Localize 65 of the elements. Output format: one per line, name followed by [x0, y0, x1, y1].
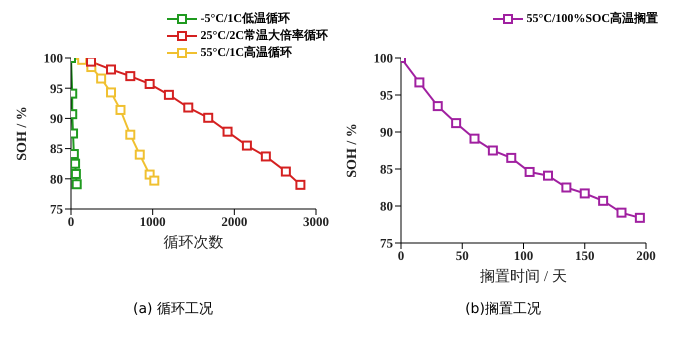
x-axis-title: 循环次数: [164, 235, 224, 251]
y-tick-label: 85: [50, 141, 64, 156]
point: [280, 166, 291, 177]
point: [125, 130, 136, 140]
point: [203, 112, 214, 123]
y-tick-label: 90: [380, 124, 393, 140]
legend-label: 25°C/2C常温大倍率循环: [200, 27, 328, 44]
point: [96, 74, 106, 84]
point: [451, 118, 462, 128]
point: [524, 166, 535, 177]
point: [616, 208, 626, 218]
y-tick-label: 100: [44, 50, 63, 66]
text: (a) 循环工况: [132, 300, 214, 318]
y-tick-label: 75: [380, 236, 394, 251]
y-tick-label: 85: [380, 162, 394, 177]
y-tick-label: 75: [50, 202, 64, 217]
x-tick-label: 3000: [303, 214, 329, 230]
point: [260, 151, 271, 162]
point: [71, 149, 79, 160]
y-tick-label: 95: [380, 88, 394, 103]
y-tick-label: 80: [50, 171, 63, 186]
point: [506, 152, 516, 163]
x-axis-title: 搁置时间 / 天: [480, 268, 567, 285]
point: [71, 158, 80, 169]
x-tick-label: 150: [575, 248, 594, 264]
x-tick-label: 0: [398, 248, 404, 264]
text: (b)搁置工况: [464, 300, 542, 318]
point: [86, 58, 96, 67]
point: [71, 128, 78, 138]
y-tick-label: 100: [374, 50, 393, 66]
y-tick-label: 95: [50, 80, 64, 96]
point: [488, 146, 498, 156]
point: [106, 64, 116, 74]
point: [125, 71, 136, 82]
y-axis-title: SOH / %: [14, 106, 30, 161]
x-tick-label: 50: [456, 248, 469, 264]
point: [295, 180, 306, 190]
legend-label: -5°C/1C低温循环: [200, 10, 290, 27]
x-tick-label: 100: [514, 248, 534, 264]
y-axis-title: SOH / %: [344, 123, 360, 178]
point: [432, 101, 443, 112]
point: [470, 134, 480, 144]
point: [634, 212, 645, 223]
point: [164, 90, 174, 100]
y-tick-label: 80: [380, 198, 393, 214]
point: [183, 102, 194, 113]
legend-label: 55°C/1C高温循环: [200, 44, 292, 61]
point: [144, 78, 155, 89]
point: [149, 176, 160, 186]
x-tick-label: 200: [636, 248, 656, 264]
point: [414, 77, 424, 88]
x-tick-label: 1000: [140, 214, 166, 230]
point: [543, 170, 553, 181]
point: [106, 87, 116, 98]
point: [580, 188, 590, 198]
legend-label: 55°C/100%SOC高温搁置: [526, 10, 658, 27]
point: [242, 140, 252, 151]
x-tick-label: 0: [68, 214, 74, 230]
point: [134, 150, 145, 160]
point: [222, 126, 233, 137]
point: [598, 196, 608, 206]
x-tick-label: 2000: [221, 214, 248, 230]
point: [561, 182, 572, 192]
point: [115, 104, 126, 115]
y-tick-label: 90: [50, 111, 63, 126]
